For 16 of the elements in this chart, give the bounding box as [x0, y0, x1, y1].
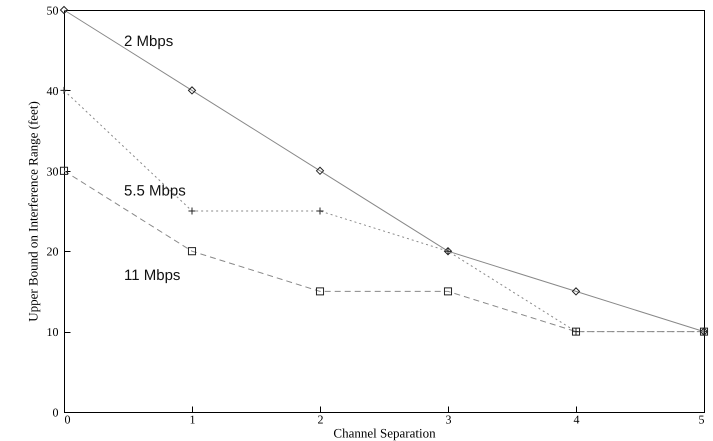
x-tick-label: 4 — [574, 412, 580, 426]
y-axis-title: Upper Bound on Interference Range (feet) — [26, 101, 40, 322]
y-tick-label: 10 — [46, 325, 58, 340]
x-tick-label: 2 — [318, 412, 324, 426]
y-tick-label: 40 — [46, 84, 58, 98]
series-label: 2 Mbps — [124, 33, 174, 50]
y-tick-label: 50 — [46, 4, 58, 18]
series-label: 11 Mbps — [124, 267, 180, 284]
x-tick-label: 3 — [446, 412, 452, 426]
x-tick-label: 0 — [64, 412, 70, 426]
y-tick-label: 20 — [46, 244, 58, 259]
y-tick-label: 30 — [46, 164, 58, 178]
x-axis-title: Channel Separation — [333, 426, 436, 440]
series-label: 5.5 Mbps — [124, 182, 186, 200]
x-tick-label: 5 — [698, 412, 704, 426]
x-tick-label: 1 — [190, 412, 196, 426]
